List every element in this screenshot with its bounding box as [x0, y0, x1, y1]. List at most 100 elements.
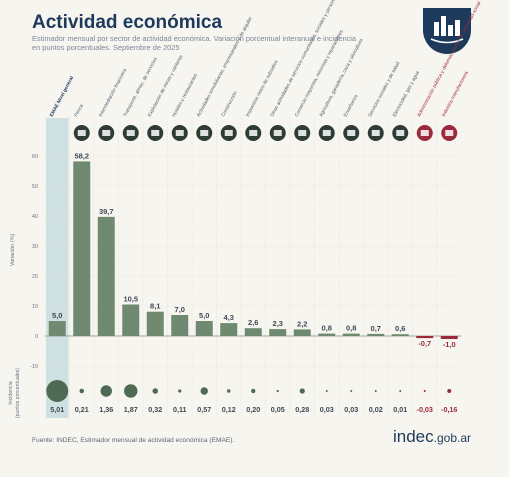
crane-icon-glyph: [224, 130, 233, 136]
bar: [48, 321, 66, 336]
bar: [391, 334, 409, 336]
y-tick-label: 30: [32, 244, 38, 250]
building-icon-glyph: [200, 130, 209, 136]
incidence-bubble: [299, 388, 305, 394]
bank-icon-glyph: [102, 130, 111, 136]
category-label: Enseñanza: [343, 94, 360, 118]
category-label: Actividades inmobiliarias, empresariales…: [196, 15, 254, 118]
bar: [440, 336, 458, 339]
incidence-bubble: [100, 385, 112, 397]
incidence-value-label: 0,28: [295, 405, 309, 414]
bar: [146, 311, 164, 336]
bar-value-label: 2,3: [273, 319, 283, 328]
government-icon-glyph: [420, 130, 429, 136]
school-icon-glyph: [347, 130, 356, 136]
incidence-value-label: 0,03: [320, 405, 334, 414]
factory-icon-glyph: [445, 130, 454, 136]
category-label: Comercio mayorista, minorista y reparaci…: [294, 28, 345, 117]
incidence-value-label: 1,36: [99, 405, 113, 414]
bar-value-label: 0,6: [395, 324, 405, 333]
incidence-value-label: 0,32: [148, 405, 162, 414]
indec-brand[interactable]: indec.gob.ar: [393, 427, 471, 447]
y-tick-label: 60: [32, 154, 38, 160]
category-label: Industria manufacturera: [441, 70, 470, 118]
category-label: EMAE Nivel general: [49, 75, 75, 118]
incidence-value-label: 0,02: [369, 405, 383, 414]
indec-logo-badge: [423, 8, 471, 54]
incidence-value-label: 1,87: [124, 405, 138, 414]
incidence-value-label: 0,03: [344, 405, 358, 414]
bar: [367, 333, 385, 336]
incidence-value-label: 5,01: [50, 405, 64, 414]
category-label: Electricidad, gas y agua: [392, 70, 421, 118]
brand-domain: .gob.ar: [433, 431, 471, 445]
incidence-bubble: [200, 387, 208, 395]
bar: [342, 333, 360, 336]
truck-icon-glyph: [126, 130, 135, 136]
y-tick-label: -10: [30, 364, 38, 370]
bar: [220, 323, 238, 336]
incidence-value-label: -0,16: [441, 405, 457, 414]
incidence-bubble: [399, 390, 402, 392]
incidence-bubble: [251, 388, 256, 394]
incidence-value-label: 0,05: [271, 405, 285, 414]
incidence-axis-label: (puntos porcentuales): [15, 368, 21, 418]
bar-value-label: 7,0: [175, 305, 185, 314]
brand-main: indec: [393, 427, 434, 446]
category-label: Construcción: [220, 90, 239, 118]
bar: [171, 315, 189, 336]
y-axis-label: Variación (%): [10, 234, 16, 267]
bar: [416, 336, 434, 339]
shop-icon-glyph: [298, 130, 307, 136]
bar-value-label: 0,8: [322, 324, 332, 333]
category-label: Pesca: [73, 103, 85, 118]
subtitle-line-2: en puntos porcentuales. Septiembre de 20…: [32, 43, 180, 52]
incidence-bubble: [423, 390, 426, 392]
activity-chart: 60 50 40 30 20 10 0 -10 Variación (%) Incidencia(…: [8, 0, 482, 418]
y-tick-label: 50: [32, 184, 38, 190]
category-label: Hoteles y restaurantes: [171, 72, 199, 118]
y-tick-label: 10: [32, 304, 38, 310]
subtitle-line-1: Estimador mensual por sector de activida…: [32, 34, 356, 43]
category-label: Agricultura, ganadería, caza y silvicult…: [318, 38, 365, 118]
incidence-bubble: [124, 384, 138, 398]
y-tick-label: 20: [32, 274, 38, 280]
incidence-bubble: [227, 389, 231, 393]
bar-value-label: 0,8: [346, 324, 356, 333]
bar-value-label: 0,7: [371, 324, 381, 333]
page-title: Actividad económica: [32, 12, 223, 33]
incidence-value-label: 0,01: [393, 405, 407, 414]
incidence-bubble: [46, 380, 69, 402]
y-tick-label: 40: [32, 214, 38, 220]
incidence-bubble: [447, 389, 452, 393]
incidence-value-label: 0,12: [222, 405, 236, 414]
total-column-band: [46, 118, 69, 418]
bar: [293, 329, 311, 336]
bar: [73, 161, 91, 336]
category-label: Intermediación financiera: [98, 68, 129, 118]
bar-value-label: 58,2: [74, 151, 89, 160]
incidence-value-label: 0,20: [246, 405, 260, 414]
incidence-bubble: [350, 390, 353, 392]
bar-value-label: 10,5: [123, 295, 138, 304]
bar-value-label: 2,6: [248, 318, 258, 327]
incidence-value-label: 0,11: [173, 405, 187, 414]
incidence-value-label: 0,21: [75, 405, 89, 414]
incidence-bubble: [276, 389, 279, 393]
bar: [195, 321, 213, 336]
hotel-icon-glyph: [175, 130, 184, 136]
source-note: Fuente: INDEC, Estimador mensual de acti…: [32, 437, 235, 444]
incidence-bubble: [79, 388, 85, 394]
bar-value-label: 39,7: [99, 207, 114, 216]
incidence-bubble: [374, 390, 377, 392]
health-icon-glyph: [371, 130, 380, 136]
bar-value-label: 8,1: [150, 302, 160, 311]
fish-icon-glyph: [77, 130, 86, 136]
bar: [122, 304, 140, 336]
people-icon-glyph: [273, 130, 282, 136]
incidence-value-label: -0,03: [417, 405, 433, 414]
tractor-icon-glyph: [322, 130, 331, 136]
bar-value-label: -1,0: [443, 340, 456, 349]
bar-value-label: 5,0: [199, 311, 209, 320]
mining-icon-glyph: [151, 130, 160, 136]
